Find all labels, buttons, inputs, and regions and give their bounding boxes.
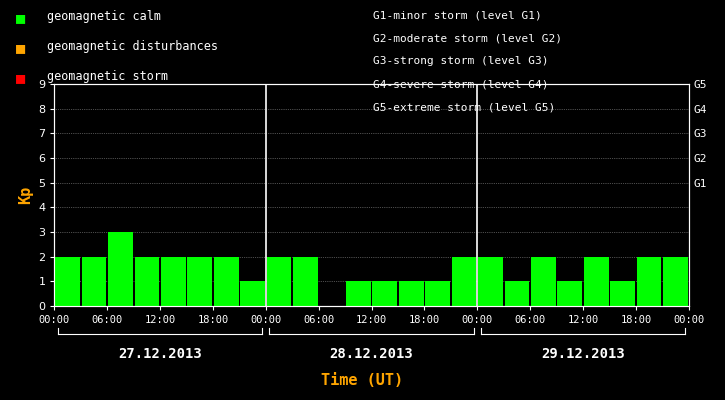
Bar: [346, 281, 370, 306]
Bar: [108, 232, 133, 306]
Text: 27.12.2013: 27.12.2013: [118, 347, 202, 361]
Bar: [478, 257, 503, 306]
Bar: [531, 257, 555, 306]
Bar: [637, 257, 661, 306]
Y-axis label: Kp: Kp: [17, 186, 33, 204]
Text: 29.12.2013: 29.12.2013: [541, 347, 625, 361]
Bar: [135, 257, 160, 306]
Bar: [240, 281, 265, 306]
Bar: [373, 281, 397, 306]
Bar: [161, 257, 186, 306]
Bar: [452, 257, 476, 306]
Text: G3-strong storm (level G3): G3-strong storm (level G3): [373, 56, 549, 66]
Text: ■: ■: [16, 10, 25, 25]
Text: Time (UT): Time (UT): [321, 373, 404, 388]
Bar: [584, 257, 608, 306]
Text: ■: ■: [16, 70, 25, 85]
Text: ■: ■: [16, 40, 25, 55]
Text: geomagnetic disturbances: geomagnetic disturbances: [47, 40, 218, 53]
Text: G4-severe storm (level G4): G4-severe storm (level G4): [373, 80, 549, 90]
Bar: [426, 281, 450, 306]
Bar: [399, 281, 423, 306]
Bar: [55, 257, 80, 306]
Bar: [82, 257, 107, 306]
Text: geomagnetic storm: geomagnetic storm: [47, 70, 168, 83]
Text: 28.12.2013: 28.12.2013: [330, 347, 413, 361]
Bar: [293, 257, 318, 306]
Bar: [214, 257, 239, 306]
Text: G2-moderate storm (level G2): G2-moderate storm (level G2): [373, 33, 563, 43]
Bar: [267, 257, 291, 306]
Bar: [505, 281, 529, 306]
Bar: [188, 257, 212, 306]
Text: geomagnetic calm: geomagnetic calm: [47, 10, 161, 23]
Text: G5-extreme storm (level G5): G5-extreme storm (level G5): [373, 103, 555, 113]
Text: G1-minor storm (level G1): G1-minor storm (level G1): [373, 10, 542, 20]
Bar: [663, 257, 688, 306]
Bar: [558, 281, 582, 306]
Bar: [610, 281, 635, 306]
